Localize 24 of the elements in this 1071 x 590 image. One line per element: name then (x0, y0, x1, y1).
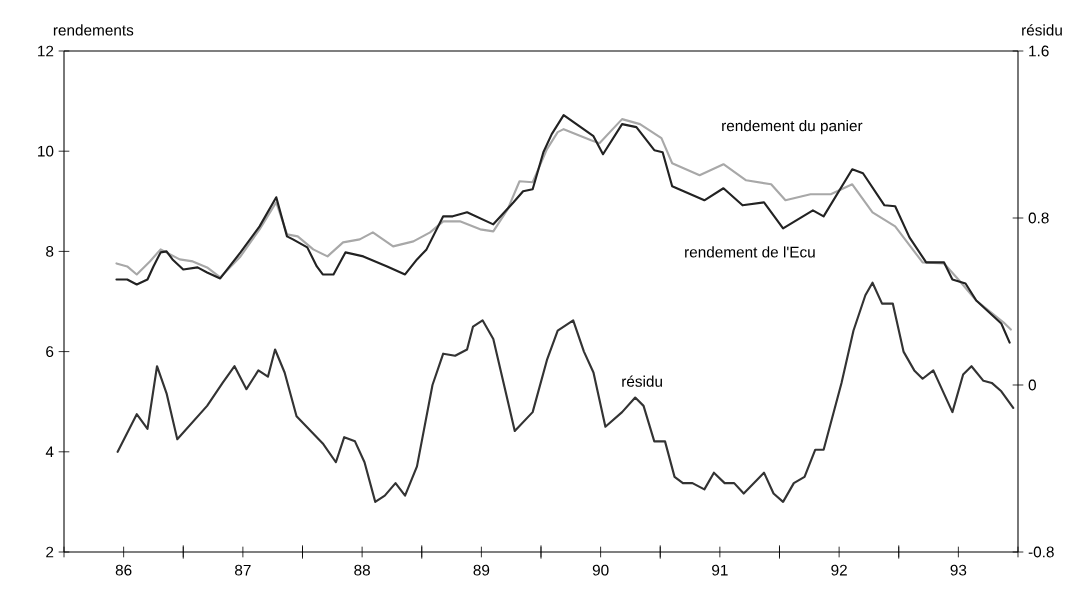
y2-tick-label: 0 (1028, 379, 1036, 391)
y2-tick-label: 0.8 (1028, 212, 1049, 224)
x-tick-label: 89 (473, 564, 490, 576)
x-tick-label: 86 (115, 564, 132, 576)
y-tick-label: 6 (46, 346, 54, 358)
y-tick-label: 4 (45, 446, 54, 458)
x-tick-label: 90 (592, 564, 609, 576)
line-series (116, 281, 1015, 503)
y-tick-label: 12 (38, 45, 54, 57)
x-tick-label: 88 (354, 564, 370, 576)
y2-tick-label: 1.6 (1029, 45, 1049, 57)
y-tick-label: 2 (46, 546, 54, 558)
x-tick-label: 93 (950, 564, 967, 576)
y2-axis-title: résidu (1022, 24, 1062, 36)
text: rendement de l'Ecu (685, 246, 815, 258)
y-tick-label: 10 (38, 145, 54, 157)
y-tick-label: 8 (46, 245, 54, 257)
x-tick-label: 87 (235, 564, 251, 576)
y-axis-title: rendements (53, 24, 134, 36)
series-label: rendement du panier (722, 120, 863, 135)
series-label: résidu (622, 375, 662, 387)
x-tick-label: 91 (712, 564, 728, 576)
y2-tick-label: -0.8 (1028, 546, 1054, 558)
x-tick-label: 92 (831, 564, 847, 576)
